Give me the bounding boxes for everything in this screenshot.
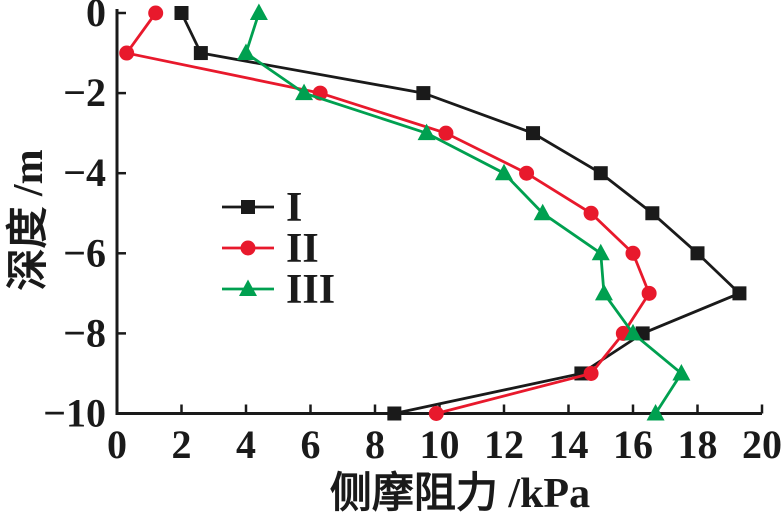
- y-tick-label: −8: [63, 310, 106, 355]
- x-tick-label: 16: [613, 422, 653, 467]
- legend-label-III: III: [286, 267, 335, 313]
- y-tick-label: 0: [86, 0, 106, 35]
- x-tick-label: 4: [236, 422, 256, 467]
- series-III-marker: [249, 3, 268, 20]
- x-tick-label: 18: [678, 422, 718, 467]
- series-II-marker: [519, 165, 535, 181]
- x-tick-label: 8: [365, 422, 385, 467]
- series-II-marker: [438, 125, 454, 141]
- y-tick-label: −6: [63, 230, 106, 275]
- series-I-marker: [690, 246, 705, 261]
- series-I-marker: [416, 86, 431, 101]
- series-II-marker: [583, 205, 599, 221]
- series-III-marker: [237, 43, 255, 61]
- y-tick-label: −10: [43, 391, 106, 436]
- series-III-marker: [624, 323, 642, 341]
- x-tick-label: 2: [172, 422, 192, 467]
- series-III-marker: [533, 203, 552, 221]
- x-tick-label: 12: [484, 422, 524, 467]
- series-III-marker: [646, 404, 665, 421]
- legend-marker-II: [240, 240, 256, 256]
- series-II-marker: [119, 45, 135, 61]
- x-tick-label: 6: [301, 422, 321, 467]
- series-II-marker: [641, 285, 657, 301]
- x-tick-label: 14: [549, 422, 589, 467]
- y-tick-label: −2: [63, 70, 106, 115]
- series-I-marker: [645, 206, 660, 221]
- series-III-marker: [594, 283, 613, 301]
- x-tick-label: 0: [107, 422, 127, 467]
- series-I-marker: [526, 126, 541, 141]
- legend-label-I: I: [286, 185, 302, 231]
- series-II-marker: [583, 365, 599, 381]
- series-I-marker: [593, 166, 608, 181]
- series-II-marker: [625, 245, 641, 261]
- series-I-marker: [174, 6, 189, 20]
- legend-marker-I: [241, 200, 255, 214]
- series-III-marker: [295, 83, 314, 101]
- series-II-marker: [148, 5, 164, 21]
- legend-label-II: II: [286, 226, 319, 272]
- series-III-marker: [495, 163, 513, 181]
- series-III-marker: [672, 363, 691, 381]
- series-I-marker: [193, 46, 208, 61]
- y-tick-label: −4: [63, 150, 106, 195]
- x-axis-title: 侧摩阻力 /kPa: [330, 470, 590, 513]
- y-axis-title: 深度 /m: [5, 149, 52, 290]
- legend-marker-III: [239, 279, 257, 296]
- series-I-marker: [732, 286, 747, 301]
- x-tick-label: 10: [420, 422, 460, 467]
- series-II-line: [124, 12, 651, 415]
- series-II-marker: [428, 406, 444, 421]
- series-III-marker: [591, 243, 610, 261]
- series-I-marker: [387, 406, 402, 421]
- x-tick-label: 20: [742, 422, 782, 467]
- series-III-marker: [417, 123, 436, 141]
